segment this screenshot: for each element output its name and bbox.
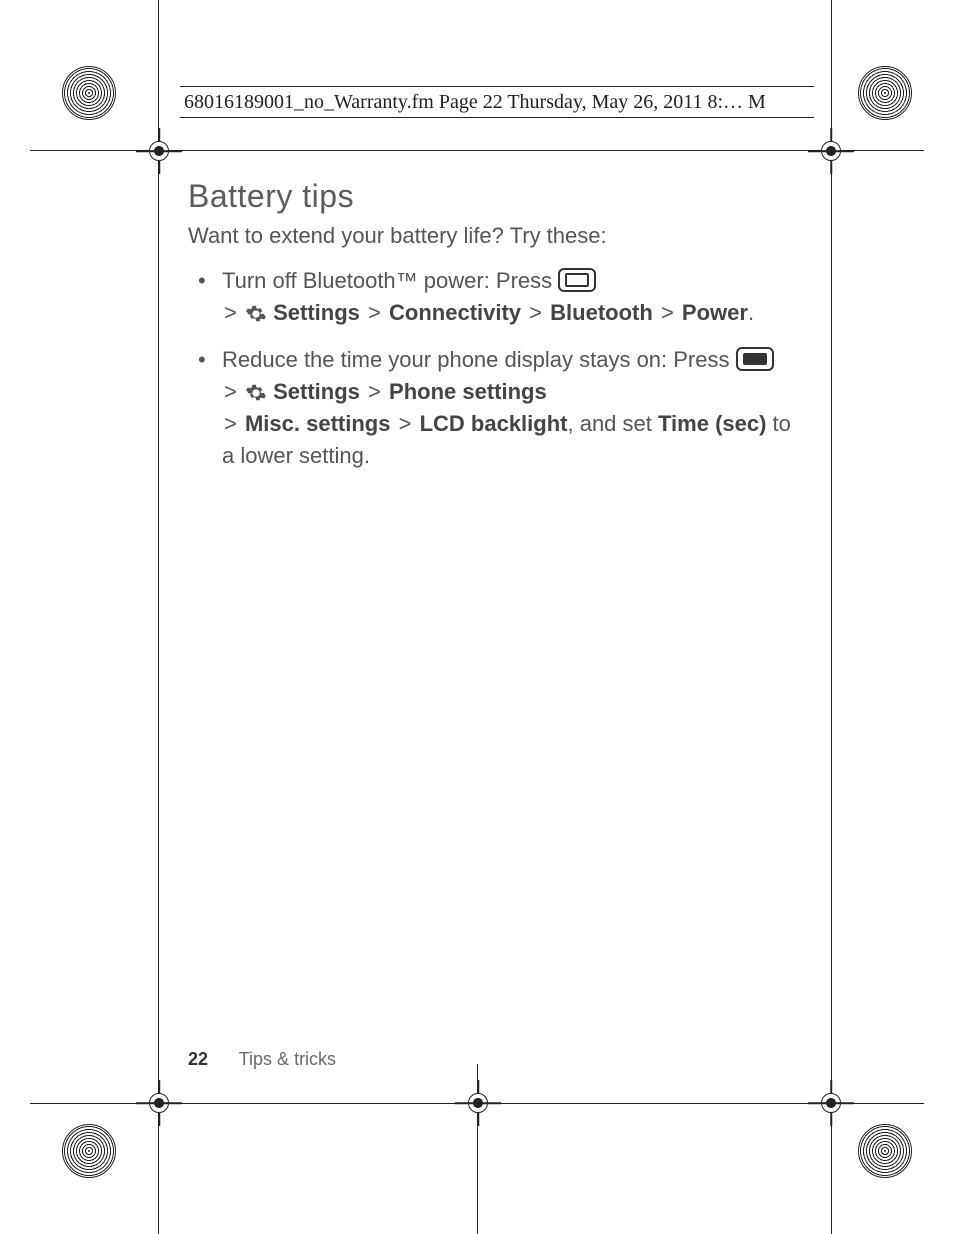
- breadcrumb-sep: >: [529, 300, 542, 325]
- tip-text: Turn off Bluetooth™ power: Press: [222, 268, 558, 293]
- breadcrumb-step: Settings: [273, 379, 360, 404]
- breadcrumb-sep: >: [224, 411, 237, 436]
- framemaker-header: 68016189001_no_Warranty.fm Page 22 Thurs…: [180, 86, 814, 118]
- tip-mid: , and set: [567, 411, 658, 436]
- registration-mark-top-left: [146, 138, 172, 164]
- menu-key-icon: [736, 347, 774, 371]
- breadcrumb-sep: >: [368, 300, 381, 325]
- page-number: 22: [188, 1049, 208, 1069]
- crop-tick-bottom-center: [477, 1064, 478, 1234]
- registration-mark-bottom-right: [818, 1090, 844, 1116]
- registration-mark-bottom-center: [465, 1090, 491, 1116]
- settings-gear-icon: [245, 381, 267, 403]
- framemaker-header-text: 68016189001_no_Warranty.fm Page 22 Thurs…: [184, 91, 766, 114]
- section-intro: Want to extend your battery life? Try th…: [188, 221, 794, 251]
- registration-target-bottom-right: [858, 1124, 912, 1178]
- footer-section-name: Tips & tricks: [239, 1049, 336, 1069]
- page-footer: 22 Tips & tricks: [188, 1049, 336, 1070]
- registration-target-bottom-left: [62, 1124, 116, 1178]
- breadcrumb-sep: >: [399, 411, 412, 436]
- registration-target-top-right: [858, 66, 912, 120]
- breadcrumb-step: Bluetooth: [550, 300, 653, 325]
- breadcrumb-sep: >: [224, 379, 237, 404]
- breadcrumb-sep: >: [661, 300, 674, 325]
- tip-item: Turn off Bluetooth™ power: Press > Setti…: [222, 265, 794, 329]
- tip-text: Reduce the time your phone display stays…: [222, 347, 736, 372]
- crop-rule-top: [30, 150, 924, 151]
- breadcrumb-sep: >: [224, 300, 237, 325]
- settings-gear-icon: [245, 302, 267, 324]
- registration-mark-bottom-left: [146, 1090, 172, 1116]
- tip-emph: Time (sec): [658, 411, 766, 436]
- breadcrumb-step: LCD backlight: [420, 411, 568, 436]
- section-title: Battery tips: [188, 178, 794, 215]
- breadcrumb-step: Power: [682, 300, 748, 325]
- menu-key-icon: [558, 268, 596, 292]
- registration-mark-top-right: [818, 138, 844, 164]
- crop-rule-left: [158, 0, 159, 1234]
- tip-item: Reduce the time your phone display stays…: [222, 344, 794, 472]
- page-body: Battery tips Want to extend your battery…: [188, 178, 794, 488]
- crop-rule-bottom: [30, 1103, 924, 1104]
- breadcrumb-step: Settings: [273, 300, 360, 325]
- breadcrumb-step: Misc. settings: [245, 411, 390, 436]
- breadcrumb-sep: >: [368, 379, 381, 404]
- crop-rule-right: [831, 0, 832, 1234]
- breadcrumb-step: Connectivity: [389, 300, 521, 325]
- registration-target-top-left: [62, 66, 116, 120]
- tips-list: Turn off Bluetooth™ power: Press > Setti…: [188, 265, 794, 472]
- breadcrumb-step: Phone settings: [389, 379, 547, 404]
- tip-suffix: .: [748, 300, 754, 325]
